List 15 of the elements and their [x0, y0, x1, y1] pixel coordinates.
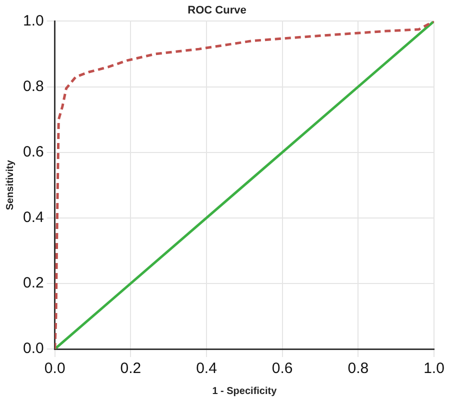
- x-tick-label: 1.0: [424, 360, 444, 378]
- y-tick-label: 0.8: [22, 78, 44, 95]
- x-tick-label: 0.2: [120, 360, 142, 378]
- y-axis-title: Sensitivity: [4, 160, 16, 210]
- y-tick-label: 0.0: [22, 340, 44, 358]
- y-tick-label: 1.0: [22, 12, 44, 30]
- chart-title: ROC Curve: [188, 4, 246, 17]
- y-tick-label: 0.2: [22, 274, 44, 292]
- x-axis-title: 1 - Specificity: [212, 386, 278, 397]
- x-tick-label: 0.8: [348, 360, 369, 378]
- x-tick-label: 0.4: [196, 360, 217, 378]
- x-tick-label: 0.6: [272, 360, 293, 378]
- x-tick-label: 0.0: [44, 360, 66, 378]
- y-tick-label: 0.4: [22, 209, 44, 226]
- y-tick-label: 0.6: [22, 143, 44, 160]
